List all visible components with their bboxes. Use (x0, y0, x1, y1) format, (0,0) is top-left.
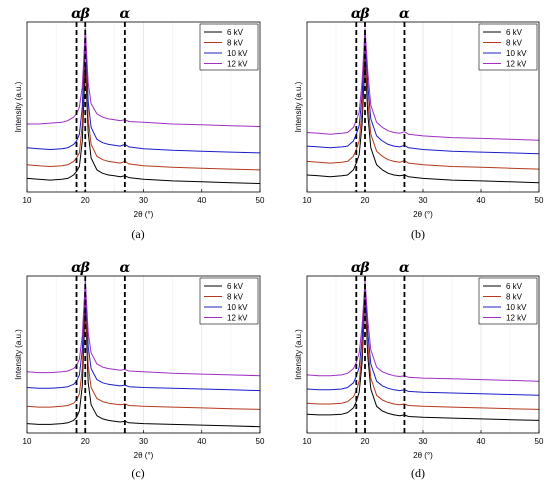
x-tick-label: 20 (361, 437, 370, 446)
y-axis-label: Intensity (a.u.) (14, 329, 23, 380)
legend-entry: 6 kV (506, 28, 523, 37)
legend-entry: 8 kV (506, 293, 523, 302)
peak-label-beta: β (80, 6, 91, 22)
legend-entry: 6 kV (227, 28, 244, 37)
legend-entry: 10 kV (506, 49, 527, 58)
series-line-10kv (26, 281, 261, 392)
x-tick-label: 30 (419, 437, 428, 446)
series-line-6kv (306, 58, 540, 184)
series-line-8kv (306, 291, 540, 410)
peak-label-alpha: α (399, 260, 410, 276)
series-line-10kv (306, 31, 540, 155)
series-line-6kv (26, 303, 261, 428)
panel-caption: (b) (411, 227, 425, 241)
y-axis-label: Intensity (a.u.) (294, 81, 303, 132)
x-tick-label: 10 (303, 437, 312, 446)
series-line-12kv (26, 280, 261, 377)
x-tick-label: 40 (197, 437, 206, 446)
x-axis-label: 2θ (°) (134, 210, 154, 219)
series-line-12kv (306, 28, 540, 141)
series-line-10kv (26, 28, 261, 154)
peak-label-beta: β (359, 6, 370, 22)
x-tick-label: 10 (23, 196, 32, 205)
x-tick-label: 50 (256, 437, 265, 446)
x-tick-label: 10 (303, 196, 312, 205)
series-line-12kv (306, 280, 540, 382)
x-tick-label: 30 (139, 196, 148, 205)
x-tick-label: 50 (535, 437, 544, 446)
x-tick-label: 40 (477, 196, 486, 205)
legend-entry: 12 kV (227, 60, 248, 69)
peak-label-alpha: α (119, 260, 130, 276)
legend-entry: 12 kV (506, 314, 527, 323)
x-tick-label: 30 (419, 196, 428, 205)
peak-label-beta: β (359, 260, 370, 276)
series-line-6kv (26, 62, 261, 184)
peak-label-alpha: α (71, 260, 82, 276)
panel-caption: (c) (131, 466, 144, 480)
x-tick-label: 20 (81, 437, 90, 446)
legend-entry: 8 kV (227, 293, 244, 302)
panel-caption: (d) (411, 466, 425, 480)
series-line-6kv (306, 297, 540, 421)
legend-entry: 6 kV (227, 282, 244, 291)
peak-label-beta: β (80, 260, 91, 276)
peak-label-alpha: α (399, 6, 410, 22)
series-line-10kv (306, 283, 540, 396)
legend-entry: 8 kV (227, 39, 244, 48)
series-line-8kv (306, 45, 540, 170)
legend-entry: 8 kV (506, 39, 523, 48)
legend-entry: 10 kV (227, 303, 248, 312)
x-tick-label: 30 (139, 437, 148, 446)
series-line-8kv (26, 41, 261, 171)
x-tick-label: 20 (81, 196, 90, 205)
series-line-12kv (27, 28, 261, 127)
y-axis-label: Intensity (a.u.) (14, 81, 23, 132)
x-tick-label: 10 (23, 437, 32, 446)
y-axis-label: Intensity (a.u.) (294, 329, 303, 380)
legend-entry: 6 kV (506, 282, 523, 291)
series-line-8kv (26, 291, 261, 410)
x-axis-label: 2θ (°) (413, 210, 433, 219)
x-tick-label: 40 (477, 437, 486, 446)
peak-label-alpha: α (119, 6, 130, 22)
x-tick-label: 40 (197, 196, 206, 205)
peak-label-alpha: α (351, 6, 362, 22)
x-tick-label: 50 (535, 196, 544, 205)
x-tick-label: 50 (256, 196, 265, 205)
x-axis-label: 2θ (°) (413, 451, 433, 460)
legend-entry: 10 kV (227, 49, 248, 58)
x-tick-label: 20 (361, 196, 370, 205)
panel-caption: (a) (131, 227, 144, 241)
legend-entry: 12 kV (506, 60, 527, 69)
peak-label-alpha: α (71, 6, 82, 22)
x-axis-label: 2θ (°) (134, 451, 154, 460)
legend-entry: 10 kV (506, 303, 527, 312)
peak-label-alpha: α (351, 260, 362, 276)
legend-entry: 12 kV (227, 314, 248, 323)
